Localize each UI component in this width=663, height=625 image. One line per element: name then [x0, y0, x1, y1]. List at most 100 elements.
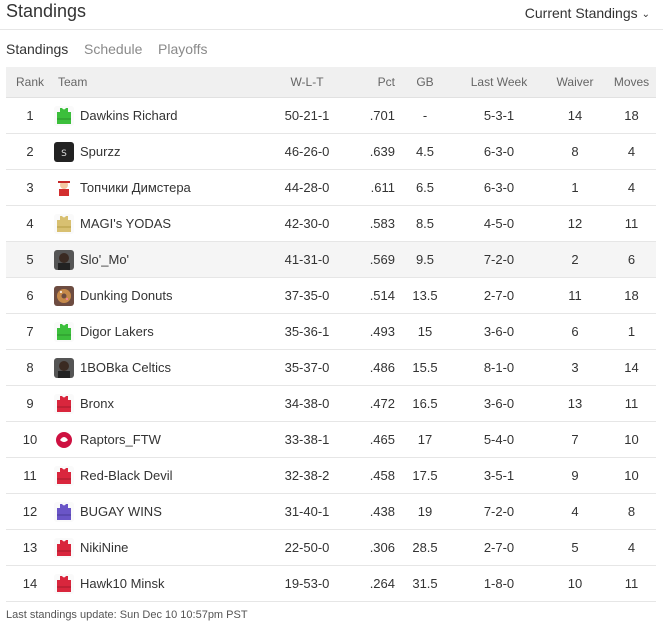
col-header-last-week[interactable]: Last Week: [455, 67, 543, 98]
standings-selector[interactable]: Current Standings ⌄: [525, 5, 650, 21]
rank-cell: 14: [6, 565, 54, 602]
waiver-cell: 4: [543, 493, 607, 530]
table-header-row: Rank Team W-L-T Pct GB Last Week Waiver …: [6, 67, 656, 98]
team-name-link[interactable]: Bronx: [80, 396, 114, 411]
gb-cell: 9.5: [395, 241, 455, 278]
wlt-cell: 35-36-1: [264, 313, 350, 350]
tab-playoffs[interactable]: Playoffs: [158, 41, 208, 57]
team-name-link[interactable]: MAGI's YODAS: [80, 216, 172, 231]
last-week-cell: 4-5-0: [455, 205, 543, 242]
team-cell: S Spurzz: [54, 133, 264, 170]
purple-jersey-icon: [54, 501, 74, 522]
table-row: 9 Bronx 34-38-0.472 16.5 3-6-0 13 11: [6, 385, 656, 422]
team-name-link[interactable]: Red-Black Devil: [80, 468, 173, 483]
pct-cell: .472: [350, 385, 395, 422]
team-name-link[interactable]: Топчики Димстера: [80, 180, 191, 195]
last-week-cell: 3-6-0: [455, 313, 543, 350]
gb-cell: 17: [395, 421, 455, 458]
gb-cell: 16.5: [395, 385, 455, 422]
team-cell: Digor Lakers: [54, 313, 264, 350]
pct-cell: .438: [350, 493, 395, 530]
team-name-link[interactable]: Slo'_Mo': [80, 252, 130, 267]
wlt-cell: 32-38-2: [264, 457, 350, 494]
last-week-cell: 8-1-0: [455, 349, 543, 386]
team-cell: Hawk10 Minsk: [54, 565, 264, 602]
moves-cell: 4: [607, 529, 656, 566]
last-week-cell: 2-7-0: [455, 277, 543, 314]
wlt-cell: 22-50-0: [264, 529, 350, 566]
table-row: 11 Red-Black Devil 32-38-2.458 17.5 3-5-1 9 10: [6, 457, 656, 494]
table-row: 7 Digor Lakers 35-36-1.493 15 3-6-0 6 1: [6, 313, 656, 350]
col-header-moves[interactable]: Moves: [607, 67, 656, 98]
gb-cell: 19: [395, 493, 455, 530]
tab-schedule[interactable]: Schedule: [84, 41, 143, 57]
last-week-cell: 1-8-0: [455, 565, 543, 602]
waiver-cell: 1: [543, 169, 607, 206]
team-name-link[interactable]: Raptors_FTW: [80, 432, 161, 447]
raptors-logo-icon: [54, 429, 74, 450]
gb-cell: -: [395, 97, 455, 134]
team-cell: Bronx: [54, 385, 264, 422]
red-jersey-icon: [54, 393, 74, 414]
gb-cell: 8.5: [395, 205, 455, 242]
waiver-cell: 13: [543, 385, 607, 422]
team-name-link[interactable]: NikiNine: [80, 540, 129, 555]
rank-cell: 2: [6, 133, 54, 170]
standings-table: Rank Team W-L-T Pct GB Last Week Waiver …: [6, 67, 656, 602]
col-header-wlt[interactable]: W-L-T: [264, 67, 350, 98]
waiver-cell: 3: [543, 349, 607, 386]
moves-cell: 8: [607, 493, 656, 530]
pct-cell: .569: [350, 241, 395, 278]
col-header-pct[interactable]: Pct: [350, 67, 395, 98]
team-cell: Топчики Димстера: [54, 169, 264, 206]
col-header-waiver[interactable]: Waiver: [543, 67, 607, 98]
tab-standings[interactable]: Standings: [6, 41, 69, 57]
pct-cell: .611: [350, 169, 395, 206]
waiver-cell: 6: [543, 313, 607, 350]
moves-cell: 6: [607, 241, 656, 278]
pct-cell: .306: [350, 529, 395, 566]
pct-cell: .639: [350, 133, 395, 170]
table-row: 5 Slo'_Mo' 41-31-0.569 9.5 7-2-0 2 6: [6, 241, 656, 278]
team-name-link[interactable]: Digor Lakers: [80, 324, 154, 339]
wlt-cell: 33-38-1: [264, 421, 350, 458]
moves-cell: 11: [607, 385, 656, 422]
last-week-cell: 5-4-0: [455, 421, 543, 458]
spurs-logo-icon: S: [54, 141, 74, 162]
waiver-cell: 14: [543, 97, 607, 134]
rank-cell: 3: [6, 169, 54, 206]
standings-selector-label: Current Standings: [524, 5, 638, 21]
team-cell: Red-Black Devil: [54, 457, 264, 494]
wlt-cell: 50-21-1: [264, 97, 350, 134]
wlt-cell: 41-31-0: [264, 241, 350, 278]
rank-cell: 7: [6, 313, 54, 350]
table-row: 14 Hawk10 Minsk 19-53-0.264 31.5 1-8-0 10 11: [6, 565, 656, 602]
gb-cell: 28.5: [395, 529, 455, 566]
gb-cell: 4.5: [395, 133, 455, 170]
team-name-link[interactable]: Dunking Donuts: [80, 288, 173, 303]
team-name-link[interactable]: Spurzz: [80, 144, 121, 159]
col-header-team[interactable]: Team: [54, 67, 264, 98]
waiver-cell: 8: [543, 133, 607, 170]
team-cell: NikiNine: [54, 529, 264, 566]
last-week-cell: 3-6-0: [455, 385, 543, 422]
waiver-cell: 7: [543, 421, 607, 458]
team-name-link[interactable]: Dawkins Richard: [80, 108, 178, 123]
col-header-gb[interactable]: GB: [395, 67, 455, 98]
team-cell: Dunking Donuts: [54, 277, 264, 314]
pct-cell: .493: [350, 313, 395, 350]
table-row: 12 BUGAY WINS 31-40-1.438 19 7-2-0 4 8: [6, 493, 656, 530]
pct-cell: .458: [350, 457, 395, 494]
red-jersey-icon: [54, 537, 74, 558]
pct-cell: .465: [350, 421, 395, 458]
col-header-rank[interactable]: Rank: [6, 67, 54, 98]
waiver-cell: 2: [543, 241, 607, 278]
team-name-link[interactable]: 1BOBka Celtics: [80, 360, 172, 375]
moves-cell: 4: [607, 133, 656, 170]
chevron-down-icon: ⌄: [641, 9, 650, 20]
team-name-link[interactable]: BUGAY WINS: [80, 504, 162, 519]
team-cell: Slo'_Mo': [54, 241, 264, 278]
player-photo-icon: [54, 357, 74, 378]
team-name-link[interactable]: Hawk10 Minsk: [80, 576, 165, 591]
moves-cell: 18: [607, 97, 656, 134]
